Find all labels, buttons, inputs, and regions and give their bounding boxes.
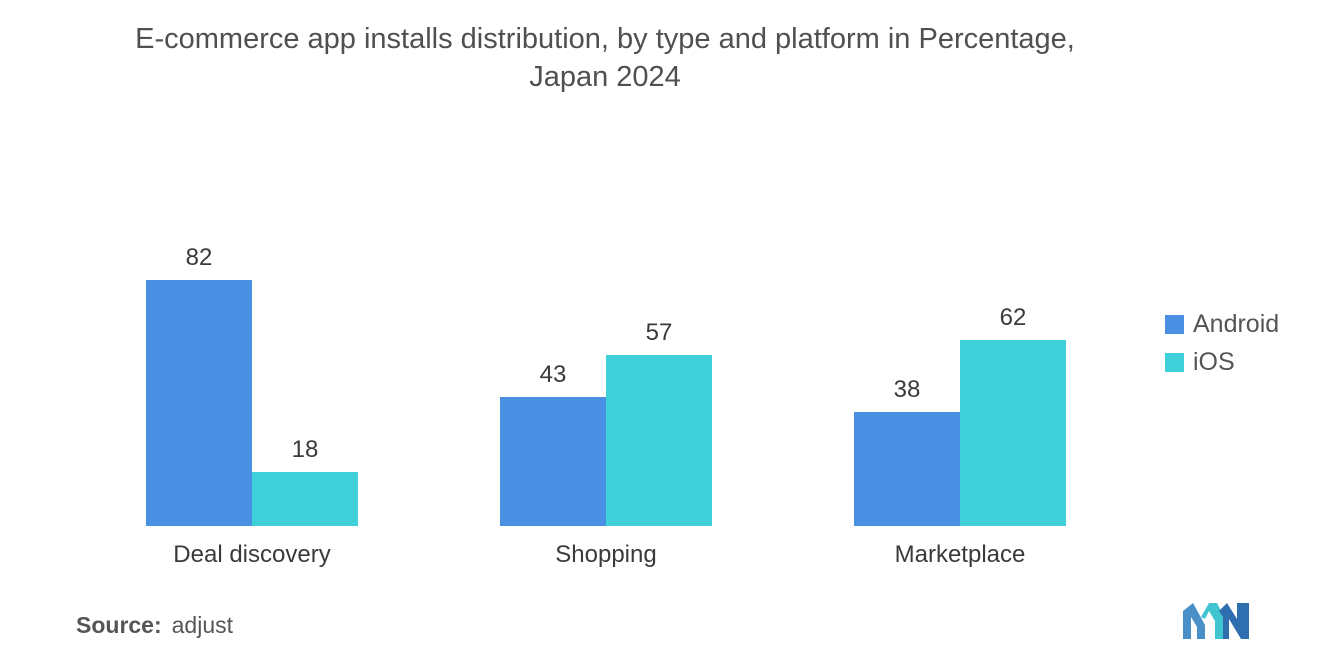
bar-marketplace-ios[interactable]	[960, 340, 1066, 526]
data-label-shopping-ios: 57	[646, 319, 673, 346]
bar-chart: 82 18 Deal discovery 43 57 Shopping 38 62 Market…	[146, 244, 1066, 568]
chart-title-line-2: Japan 2024	[529, 61, 681, 93]
mordor-logo-icon	[1183, 603, 1249, 644]
data-label-marketplace-android: 38	[894, 376, 921, 403]
legend-label-ios: iOS	[1193, 347, 1235, 376]
chart-title-line-1: E-commerce app installs distribution, by…	[135, 23, 1075, 55]
legend-swatch-ios	[1165, 352, 1184, 372]
legend-swatch-android	[1165, 314, 1184, 334]
bar-shopping-ios[interactable]	[606, 355, 712, 526]
legend-item-ios[interactable]: iOS	[1165, 343, 1279, 381]
bar-deal-discovery-android[interactable]	[146, 280, 252, 526]
bar-deal-discovery-ios[interactable]	[252, 472, 358, 526]
data-label-deal-discovery-android: 82	[186, 244, 213, 271]
legend-item-android[interactable]: Android	[1165, 305, 1279, 343]
chart-title: E-commerce app installs distribution, by…	[40, 20, 1170, 96]
data-label-deal-discovery-ios: 18	[292, 436, 319, 463]
source-value: adjust	[171, 612, 234, 638]
data-label-shopping-android: 43	[540, 361, 567, 388]
category-label-marketplace: Marketplace	[895, 541, 1026, 568]
bar-shopping-android[interactable]	[500, 397, 606, 526]
chart-legend: Android iOS	[1165, 305, 1279, 381]
category-label-deal-discovery: Deal discovery	[173, 541, 330, 568]
data-label-marketplace-ios: 62	[1000, 304, 1027, 331]
source-label: Source:	[76, 612, 162, 638]
source-note: Source: adjust	[76, 612, 233, 639]
legend-label-android: Android	[1193, 309, 1280, 338]
bar-marketplace-android[interactable]	[854, 412, 960, 526]
category-label-shopping: Shopping	[555, 541, 656, 568]
